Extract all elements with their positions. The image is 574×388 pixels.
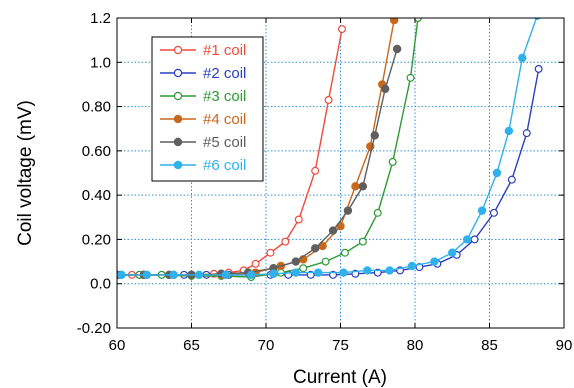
data-point (389, 18, 399, 25)
data-point (343, 206, 353, 215)
legend-marker (173, 114, 183, 124)
data-point (340, 248, 349, 257)
data-point (462, 235, 472, 244)
data-point (363, 266, 372, 275)
y-tick-label: 0.60 (82, 143, 111, 160)
legend-label: #3 coil (203, 88, 246, 105)
data-point (221, 270, 230, 280)
y-axis-label: Coil voltage (mV) (15, 100, 36, 246)
x-axis-label: Current (A) (293, 367, 387, 388)
data-point (407, 261, 417, 271)
legend-item: #5 coil (160, 134, 246, 151)
data-point (266, 248, 275, 257)
legend-marker (173, 160, 183, 170)
data-point (310, 244, 320, 253)
data-point (385, 266, 394, 275)
series-layer (117, 18, 543, 282)
legend-item: #3 coil (160, 88, 246, 105)
data-point (294, 215, 303, 224)
data-point (504, 126, 514, 136)
data-point (492, 168, 502, 178)
legend-marker (173, 137, 183, 147)
data-point (406, 73, 415, 82)
data-point (358, 182, 368, 191)
legend-label: #5 coil (203, 134, 246, 151)
data-point (381, 84, 390, 94)
legend-label: #6 coil (203, 157, 246, 174)
legend-label: #2 coil (203, 65, 246, 82)
data-point (142, 270, 151, 280)
data-point (358, 237, 367, 246)
x-tick-label: 85 (481, 337, 498, 354)
legend-item: #1 coil (160, 42, 246, 59)
x-tick-label: 70 (258, 337, 275, 354)
data-point (489, 208, 498, 217)
data-point (534, 64, 543, 73)
data-point (470, 235, 479, 244)
data-point (448, 248, 457, 257)
legend-item: #2 coil (160, 65, 246, 82)
legend-label: #4 coil (203, 111, 246, 128)
data-point (328, 226, 338, 235)
data-point (313, 268, 323, 277)
data-point (477, 206, 487, 215)
x-tick-label: 75 (332, 337, 349, 354)
legend-box (151, 36, 264, 182)
data-point (169, 270, 178, 280)
legend-marker (173, 91, 183, 101)
legend-marker (173, 68, 183, 78)
data-point (507, 175, 516, 184)
data-point (522, 129, 531, 138)
data-point (117, 270, 126, 280)
legend-item: #4 coil (160, 111, 246, 128)
x-tick-label: 90 (556, 337, 573, 354)
data-point (318, 241, 327, 251)
legend: #1 coil #2 coil #3 coil #4 coil #5 coil #6 co… (151, 36, 264, 182)
data-point (339, 268, 348, 277)
y-tick-label: 1.0 (90, 54, 111, 71)
y-tick-label: 0.20 (82, 231, 111, 248)
data-point (311, 166, 320, 175)
data-point (269, 269, 278, 278)
y-tick-label: 0.40 (82, 187, 111, 204)
legend-label: #1 coil (203, 42, 246, 59)
axis-ticks: 60 65 70 75 80 85 90 -0.20 0.0 0.20 0.40 0.60 0.80 1.… (77, 10, 573, 354)
data-point (324, 95, 333, 104)
data-point (373, 208, 382, 217)
data-point (388, 157, 397, 166)
data-point (299, 264, 308, 273)
x-tick-label: 60 (109, 337, 126, 354)
y-tick-label: -0.20 (77, 320, 111, 337)
data-point (194, 270, 204, 280)
data-point (291, 257, 300, 266)
data-point (351, 182, 360, 191)
data-point (291, 268, 300, 277)
y-tick-label: 1.2 (90, 10, 111, 27)
x-tick-label: 80 (407, 337, 424, 354)
legend-marker (173, 45, 183, 55)
data-point (337, 25, 346, 34)
data-point (281, 237, 290, 246)
data-point (246, 270, 256, 280)
data-point (321, 257, 330, 266)
series-6 (117, 18, 541, 280)
legend-item: #6 coil (160, 157, 246, 174)
data-point (392, 44, 402, 54)
data-point (370, 131, 379, 140)
data-point (251, 259, 260, 268)
y-tick-label: 0.80 (82, 99, 111, 116)
y-tick-label: 0.0 (90, 276, 111, 293)
data-point (518, 53, 527, 63)
data-point (430, 257, 439, 266)
x-tick-label: 65 (183, 337, 200, 354)
